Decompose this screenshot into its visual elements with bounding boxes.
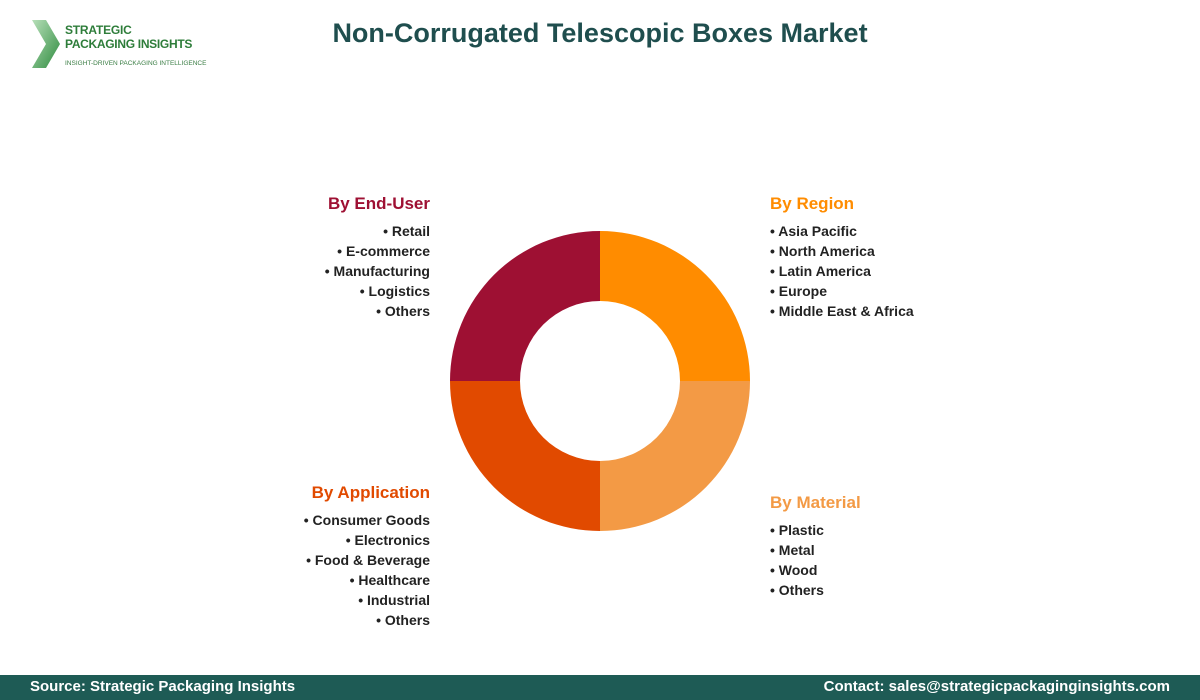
group-region: By Region • Asia Pacific • North America… <box>770 193 1070 321</box>
list-item: • Latin America <box>770 263 871 279</box>
group-list-end-user: • Retail • E-commerce • Manufacturing • … <box>130 221 430 321</box>
logo-text-line2: PACKAGING INSIGHTS <box>65 37 193 51</box>
page-title: Non-Corrugated Telescopic Boxes Market <box>332 18 868 48</box>
donut-slice-region <box>600 231 750 381</box>
list-item: • Healthcare <box>349 572 430 588</box>
list-item: • Electronics <box>345 532 430 548</box>
donut-slice-end-user <box>450 231 600 381</box>
list-item: • Food & Beverage <box>306 552 430 568</box>
list-item: • Asia Pacific <box>770 223 857 239</box>
footer-bar: Source: Strategic Packaging Insights Con… <box>0 675 1200 700</box>
segment-donut <box>450 231 750 531</box>
list-item: • North America <box>770 243 875 259</box>
list-item: • Industrial <box>358 592 430 608</box>
source-text: Source: Strategic Packaging Insights <box>30 678 296 695</box>
brand-logo: STRATEGIC PACKAGING INSIGHTS INSIGHT-DRI… <box>30 18 230 74</box>
logo-tagline: INSIGHT-DRIVEN PACKAGING INTELLIGENCE <box>65 60 207 67</box>
list-item: • Others <box>376 612 430 628</box>
list-item: • E-commerce <box>337 243 430 259</box>
group-material: By Material • Plastic • Metal • Wood • O… <box>770 492 1070 600</box>
logo-chevron-icon <box>32 20 60 68</box>
logo-text-line1: STRATEGIC <box>65 23 132 37</box>
list-item: • Plastic <box>770 522 824 538</box>
group-title-end-user: By End-User <box>327 194 430 213</box>
donut-slice-material <box>600 381 750 531</box>
list-item: • Europe <box>770 283 828 299</box>
contact-text: Contact: sales@strategicpackaginginsight… <box>823 678 1170 695</box>
list-item: • Retail <box>383 223 430 239</box>
group-list-material: • Plastic • Metal • Wood • Others <box>770 520 1070 600</box>
list-item: • Manufacturing <box>324 263 430 279</box>
list-item: • Consumer Goods <box>303 512 430 528</box>
donut-slice-application <box>450 381 600 531</box>
group-list-region: • Asia Pacific • North America • Latin A… <box>770 221 1070 321</box>
group-application: By Application • Consumer Goods • Electr… <box>130 482 430 630</box>
group-list-application: • Consumer Goods • Electronics • Food & … <box>130 510 430 630</box>
list-item: • Middle East & Africa <box>770 303 914 319</box>
group-end-user: By End-User • Retail • E-commerce • Manu… <box>130 193 430 321</box>
list-item: • Wood <box>770 562 818 578</box>
list-item: • Others <box>376 303 430 319</box>
list-item: • Others <box>770 582 824 598</box>
list-item: • Logistics <box>359 283 430 299</box>
list-item: • Metal <box>770 542 815 558</box>
group-title-material: By Material <box>770 493 861 512</box>
group-title-application: By Application <box>311 483 430 502</box>
group-title-region: By Region <box>770 194 855 213</box>
